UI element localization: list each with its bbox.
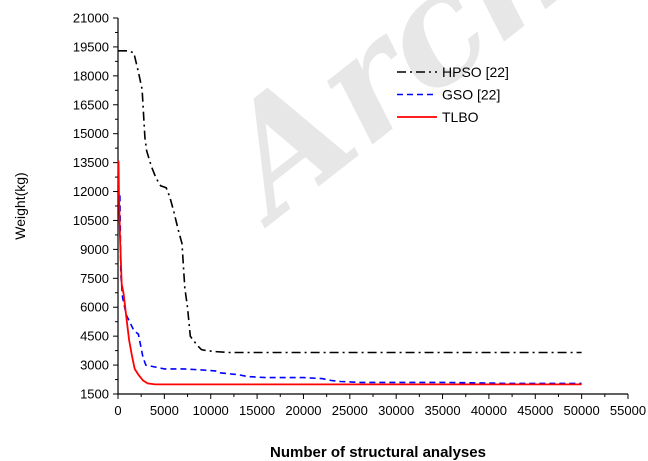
x-tick-label: 40000 bbox=[471, 403, 507, 418]
series-line-0 bbox=[118, 50, 582, 354]
x-tick-label: 55000 bbox=[610, 403, 646, 418]
x-tick-label: 30000 bbox=[378, 403, 414, 418]
y-tick-label: 16500 bbox=[73, 97, 109, 112]
y-tick-label: 12000 bbox=[73, 184, 109, 199]
x-tick-label: 5000 bbox=[150, 403, 179, 418]
legend: HPSO [22] GSO [22] TLBO bbox=[397, 64, 509, 125]
x-tick-label: 20000 bbox=[285, 403, 321, 418]
legend-label: GSO [22] bbox=[442, 87, 500, 103]
x-tick-label: 0 bbox=[114, 403, 121, 418]
y-tick-label: 9000 bbox=[80, 242, 109, 257]
y-tick-label: 1500 bbox=[80, 387, 109, 402]
y-tick-label: 4500 bbox=[80, 329, 109, 344]
x-tick-label: 50000 bbox=[564, 403, 600, 418]
y-tick-label: 6000 bbox=[80, 300, 109, 315]
series-layer bbox=[117, 50, 582, 386]
legend-label: TLBO bbox=[442, 109, 479, 125]
x-tick-label: 25000 bbox=[332, 403, 368, 418]
y-tick-label: 13500 bbox=[73, 155, 109, 170]
legend-label: HPSO [22] bbox=[442, 64, 509, 80]
y-tick-label: 3000 bbox=[80, 358, 109, 373]
x-tick-label: 15000 bbox=[239, 403, 275, 418]
series-line-1 bbox=[119, 195, 582, 385]
y-tick-label: 21000 bbox=[73, 11, 109, 26]
y-tick-label: 18000 bbox=[73, 68, 109, 83]
series-line-2 bbox=[117, 160, 582, 386]
y-tick-label: 7500 bbox=[80, 271, 109, 286]
x-axis-title: Number of structural analyses bbox=[270, 444, 486, 461]
y-tick-label: 15000 bbox=[73, 126, 109, 141]
x-tick-label: 35000 bbox=[424, 403, 460, 418]
x-axis: 0 5000 10000 15000 20000 25000 30000 35000 40000… bbox=[114, 394, 646, 418]
y-tick-label: 19500 bbox=[73, 39, 109, 54]
watermark-text: Arch bbox=[178, 0, 608, 257]
x-tick-label: 45000 bbox=[517, 403, 553, 418]
x-tick-label: 10000 bbox=[193, 403, 229, 418]
y-axis-title: Weight(kg) bbox=[12, 172, 28, 239]
y-tick-label: 10500 bbox=[73, 213, 109, 228]
y-axis: 1500 3000 4500 6000 7500 9000 10500 12000 13500 1… bbox=[73, 11, 118, 402]
